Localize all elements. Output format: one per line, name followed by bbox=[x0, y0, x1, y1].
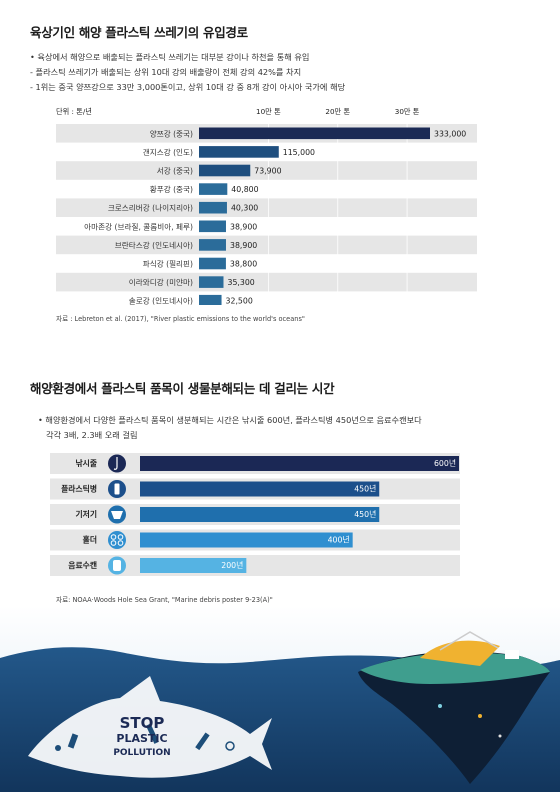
value-label: 200년 bbox=[221, 560, 243, 570]
section2-bullets: • 해양환경에서 다양한 플라스틱 품목이 생분해되는 시간은 낚시줄 600년… bbox=[38, 413, 538, 443]
value-label: 38,800 bbox=[230, 260, 257, 269]
category-label: 이라와디강 (미얀마) bbox=[129, 277, 193, 287]
axis-tick-label: 30만 톤 bbox=[395, 107, 420, 116]
category-label: 기저기 bbox=[75, 509, 97, 519]
value-label: 40,300 bbox=[231, 204, 258, 213]
section1-title: 육상기인 해양 플라스틱 쓰레기의 유입경로 bbox=[30, 25, 248, 40]
value-label: 333,000 bbox=[434, 129, 466, 138]
category-label: 서강 (중국) bbox=[157, 166, 193, 176]
bar bbox=[140, 558, 247, 573]
axis-tick-label: 10만 톤 bbox=[256, 107, 281, 116]
category-label: 낚시줄 bbox=[75, 458, 97, 468]
fishing-hook-icon bbox=[108, 454, 126, 473]
value-label: 35,300 bbox=[227, 278, 254, 287]
category-label: 갠지스강 (인도) bbox=[143, 147, 193, 157]
bar bbox=[199, 257, 226, 270]
section1-bullet: - 1위는 중국 양쯔강으로 33만 3,000톤이고, 상위 10대 강 중 … bbox=[30, 82, 346, 92]
value-label: 600년 bbox=[434, 458, 456, 468]
bar bbox=[199, 164, 251, 177]
unit-label: 단위 : 톤/년 bbox=[56, 107, 92, 116]
section2-bullet: 각각 3배, 2.3배 오래 걸림 bbox=[46, 430, 138, 440]
value-label: 115,000 bbox=[283, 148, 315, 157]
illustration-text: STOP bbox=[120, 714, 165, 732]
bar bbox=[199, 201, 227, 214]
value-label: 38,900 bbox=[230, 222, 257, 231]
row-band bbox=[56, 272, 477, 292]
bar bbox=[199, 146, 279, 158]
bar bbox=[140, 481, 380, 497]
axis-tick-label: 20만 톤 bbox=[325, 107, 350, 116]
category-label: 음료수캔 bbox=[68, 560, 97, 570]
diaper-icon bbox=[108, 505, 126, 524]
value-label: 450년 bbox=[354, 484, 376, 494]
six-pack-holder-icon bbox=[108, 531, 126, 549]
category-label: 플라스틱병 bbox=[61, 484, 97, 494]
bar bbox=[140, 456, 459, 471]
illustration-text: POLLUTION bbox=[113, 748, 170, 758]
value-label: 38,900 bbox=[230, 241, 257, 250]
value-label: 32,500 bbox=[226, 297, 253, 305]
section2-title: 해양환경에서 플라스틱 품목이 생물분해되는 데 걸리는 시간 bbox=[30, 381, 335, 396]
illustration-text: PLASTIC bbox=[116, 732, 167, 745]
value-label: 40,800 bbox=[231, 185, 258, 194]
row-band bbox=[56, 161, 477, 180]
section1-source: 자료 : Lebreton et al. (2017), "River plas… bbox=[56, 315, 305, 323]
category-label: 브란타스강 (인도네시아) bbox=[115, 240, 193, 250]
category-label: 황푸강 (중국) bbox=[150, 184, 193, 194]
plastic-bottle-icon bbox=[108, 480, 126, 498]
section1-bullet: - 플라스틱 쓰레기가 배출되는 상위 10대 강의 배출량이 전체 강의 42… bbox=[30, 67, 302, 77]
category-label: 솔로강 (인도네시아) bbox=[129, 296, 193, 305]
category-label: 홀더 bbox=[83, 535, 97, 545]
bar bbox=[140, 507, 380, 522]
value-label: 450년 bbox=[354, 509, 376, 519]
section1-bullets: • 육상에서 해양으로 배출되는 플라스틱 쓰레기는 대부분 강이나 하천을 통… bbox=[30, 50, 345, 95]
bar bbox=[199, 183, 228, 195]
category-label: 크로스리버강 (나이지리아) bbox=[108, 203, 193, 213]
section2-source: 자료: NOAA·Woods Hole Sea Grant, "Marine d… bbox=[56, 596, 273, 604]
bar bbox=[199, 294, 222, 305]
section1-bullet: • 육상에서 해양으로 배출되는 플라스틱 쓰레기는 대부분 강이나 하천을 통… bbox=[30, 52, 310, 62]
row-band bbox=[56, 235, 477, 255]
value-label: 73,900 bbox=[254, 167, 281, 176]
ocean-illustration: STOP PLASTIC POLLUTION bbox=[0, 606, 560, 792]
beverage-can-icon bbox=[108, 556, 126, 575]
garbage-island-icon bbox=[358, 631, 550, 784]
bar bbox=[199, 276, 224, 288]
bar bbox=[140, 532, 353, 548]
category-label: 아마존강 (브라질, 콜롬비아, 페루) bbox=[84, 221, 193, 231]
category-label: 양쯔강 (중국) bbox=[150, 128, 193, 138]
value-label: 400년 bbox=[328, 535, 350, 545]
category-label: 파식강 (필리핀) bbox=[143, 259, 193, 269]
debris-shark-icon: STOP PLASTIC POLLUTION bbox=[28, 676, 272, 778]
section2-bullet: • 해양환경에서 다양한 플라스틱 품목이 생분해되는 시간은 낚시줄 600년… bbox=[38, 415, 422, 425]
bar bbox=[199, 220, 226, 233]
bar bbox=[199, 239, 226, 251]
bar bbox=[199, 127, 430, 140]
row-band bbox=[56, 198, 477, 217]
